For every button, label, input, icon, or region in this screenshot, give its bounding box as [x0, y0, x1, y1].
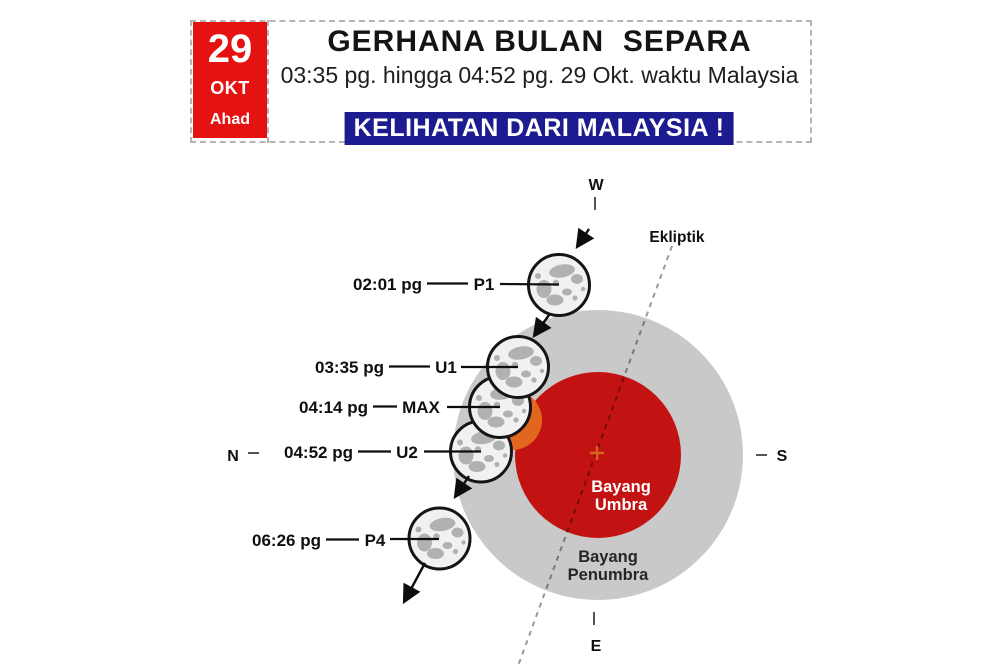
- ecliptic-label: Ekliptik: [649, 229, 705, 246]
- compass-north-label: N: [227, 448, 239, 465]
- connector-line: [499, 282, 560, 286]
- event-row-p4: 06:26 pg P4: [252, 531, 439, 550]
- penumbra-label: Penumbra: [568, 566, 650, 584]
- event-time: 04:52 pg: [284, 443, 353, 462]
- moon-path-arrow-icon: [575, 227, 595, 249]
- calendar-month: OKT: [210, 78, 250, 98]
- event-row-u2: 04:52 pg U2: [284, 443, 481, 462]
- header-content: GERHANA BULAN SEPARA 03:35 pg. hingga 04…: [267, 25, 812, 89]
- calendar-card: 29 OKT Ahad: [193, 22, 267, 138]
- event-time: 06:26 pg: [252, 531, 321, 550]
- event-row-p1: 02:01 pg P1: [353, 275, 560, 294]
- visibility-banner: KELIHATAN DARI MALAYSIA !: [344, 112, 734, 145]
- shadow-center-cross-icon: [590, 446, 604, 460]
- calendar-divider: [267, 20, 269, 143]
- event-time: 03:35 pg: [315, 358, 384, 377]
- compass-south-label: S: [777, 448, 788, 465]
- event-tag: P4: [365, 531, 386, 550]
- compass-east-label: E: [591, 638, 602, 655]
- event-tag: U1: [435, 358, 457, 377]
- moon-path-arrow-icon: [453, 475, 473, 499]
- calendar-weekday: Ahad: [210, 111, 250, 128]
- compass-west-label: W: [588, 177, 604, 194]
- event-time: 04:14 pg: [299, 398, 368, 417]
- page-title: GERHANA BULAN SEPARA: [327, 25, 752, 58]
- penumbra-label: Bayang: [578, 548, 638, 566]
- event-row-max: 04:14 pg MAX: [299, 398, 500, 417]
- event-tag: U2: [396, 443, 418, 462]
- page-subtitle: 03:35 pg. hingga 04:52 pg. 29 Okt. waktu…: [280, 62, 799, 88]
- event-tag: MAX: [402, 398, 440, 417]
- calendar-day: 29: [207, 27, 253, 71]
- event-time: 02:01 pg: [353, 275, 422, 294]
- event-row-u1: 03:35 pg U1: [315, 358, 518, 377]
- moon-path-arrow-icon: [532, 314, 552, 338]
- event-tag: P1: [474, 275, 495, 294]
- umbra-label: Umbra: [595, 496, 648, 514]
- umbra-label: Bayang: [591, 478, 651, 496]
- ecliptic-line: [517, 245, 673, 667]
- moon-path-arrow-icon: [402, 562, 427, 605]
